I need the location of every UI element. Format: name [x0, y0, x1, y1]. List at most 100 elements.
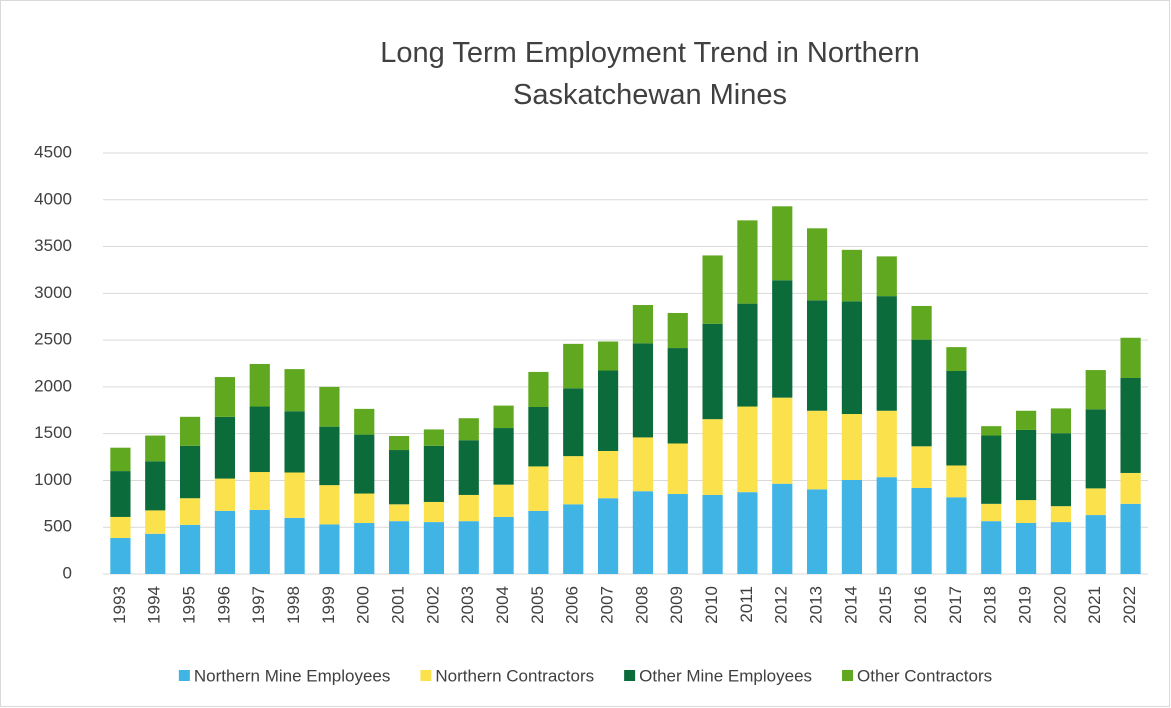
bar-segment	[110, 447, 131, 472]
x-tick-label: 2004	[493, 586, 512, 624]
bar-segment	[876, 296, 897, 411]
bar-segment	[806, 228, 828, 301]
bar-segment	[145, 461, 166, 511]
bar-segment	[806, 300, 828, 411]
x-tick-label: 2015	[876, 586, 895, 624]
bar-segment	[597, 341, 619, 371]
bar-segment	[702, 323, 723, 420]
bar-segment	[772, 206, 793, 281]
bar-segment	[1015, 429, 1037, 501]
x-tick-label: 2019	[1016, 586, 1035, 624]
y-tick-label: 1500	[34, 423, 72, 442]
bar-segment	[249, 509, 270, 574]
bar-segment	[528, 407, 549, 467]
legend-label: Other Mine Employees	[639, 666, 812, 685]
bar-segment	[214, 416, 236, 479]
legend-swatch	[178, 670, 190, 681]
x-tick-label: 2009	[667, 586, 686, 624]
bar-segment	[284, 517, 305, 574]
x-tick-label: 2007	[598, 586, 617, 624]
x-tick-label: 2020	[1050, 586, 1069, 624]
bar-segment	[458, 418, 479, 441]
y-tick-label: 4500	[34, 142, 72, 161]
bar-segment	[667, 348, 688, 444]
bar-segment	[1120, 337, 1141, 379]
bar-segment	[179, 445, 201, 499]
x-tick-label: 2002	[423, 586, 442, 624]
bar-segment	[911, 487, 932, 574]
x-tick-label: 1993	[110, 586, 129, 624]
x-tick-label: 2008	[632, 586, 651, 624]
x-tick-label: 2017	[946, 586, 965, 624]
bar-segment	[214, 510, 236, 574]
y-tick-label: 500	[44, 517, 72, 536]
bar-segment	[1015, 410, 1037, 430]
legend-label: Northern Mine Employees	[194, 666, 391, 685]
bar-segment	[667, 443, 688, 495]
bar-segment	[632, 437, 654, 492]
x-tick-label: 2001	[389, 586, 408, 624]
bar-segment	[284, 411, 305, 473]
bar-segment	[597, 450, 619, 499]
bar-segment	[284, 472, 305, 518]
x-tick-label: 2022	[1120, 586, 1139, 624]
x-tick-label: 1995	[180, 586, 199, 624]
bar-segment	[946, 347, 967, 371]
bar-segment	[354, 408, 375, 435]
bar-segment	[354, 493, 375, 524]
bar-segment	[876, 410, 897, 478]
bar-segment	[423, 522, 445, 574]
y-tick-label: 0	[63, 563, 72, 582]
bar-segment	[423, 445, 445, 502]
bar-segment	[841, 414, 863, 480]
bar-segment	[110, 537, 131, 574]
bar-segment	[667, 494, 688, 574]
bar-segment	[911, 446, 932, 488]
bar-segment	[319, 386, 340, 427]
x-tick-label: 1996	[214, 586, 233, 624]
bar-segment	[354, 434, 375, 494]
bar-segment	[772, 280, 793, 398]
chart-title: Long Term Employment Trend in Northern S…	[380, 37, 920, 111]
legend-swatch	[624, 670, 636, 681]
bar-segment	[632, 343, 654, 438]
bar-segment	[179, 524, 201, 574]
bar-segment	[528, 371, 549, 408]
legend-swatch	[842, 670, 854, 681]
bar-segment	[981, 426, 1002, 436]
legend-label: Other Contractors	[857, 666, 992, 685]
bar-segment	[1015, 500, 1037, 524]
bar-segment	[319, 485, 340, 525]
bar-segment	[110, 471, 131, 517]
bar-segment	[110, 516, 131, 538]
bar-segment	[876, 477, 897, 574]
bar-segment	[806, 410, 828, 490]
legend-label: Northern Contractors	[435, 666, 594, 685]
bar-segment	[458, 440, 479, 495]
bar-segment	[737, 303, 758, 407]
x-tick-label: 2010	[702, 586, 721, 624]
bar-segment	[946, 497, 967, 574]
x-tick-label: 2013	[807, 586, 826, 624]
bar-segment	[284, 369, 305, 412]
bar-segment	[1085, 488, 1106, 516]
bar-segment	[563, 504, 584, 574]
bar-segment	[458, 521, 479, 574]
bar-segment	[145, 435, 166, 462]
bar-segment	[493, 428, 514, 485]
bar-segment	[597, 498, 619, 574]
bar-segment	[493, 516, 514, 574]
bar-segment	[841, 301, 863, 415]
x-tick-label: 2014	[841, 586, 860, 624]
bar-segment	[214, 478, 236, 511]
bar-segment	[667, 312, 688, 349]
bar-segment	[806, 489, 828, 574]
bar-segment	[737, 406, 758, 493]
bar-segment	[249, 472, 270, 510]
y-tick-label: 1000	[34, 470, 72, 489]
bar-segment	[1015, 523, 1037, 574]
x-tick-label: 1997	[249, 586, 268, 624]
bar-segment	[249, 363, 270, 407]
bar-segment	[528, 466, 549, 511]
